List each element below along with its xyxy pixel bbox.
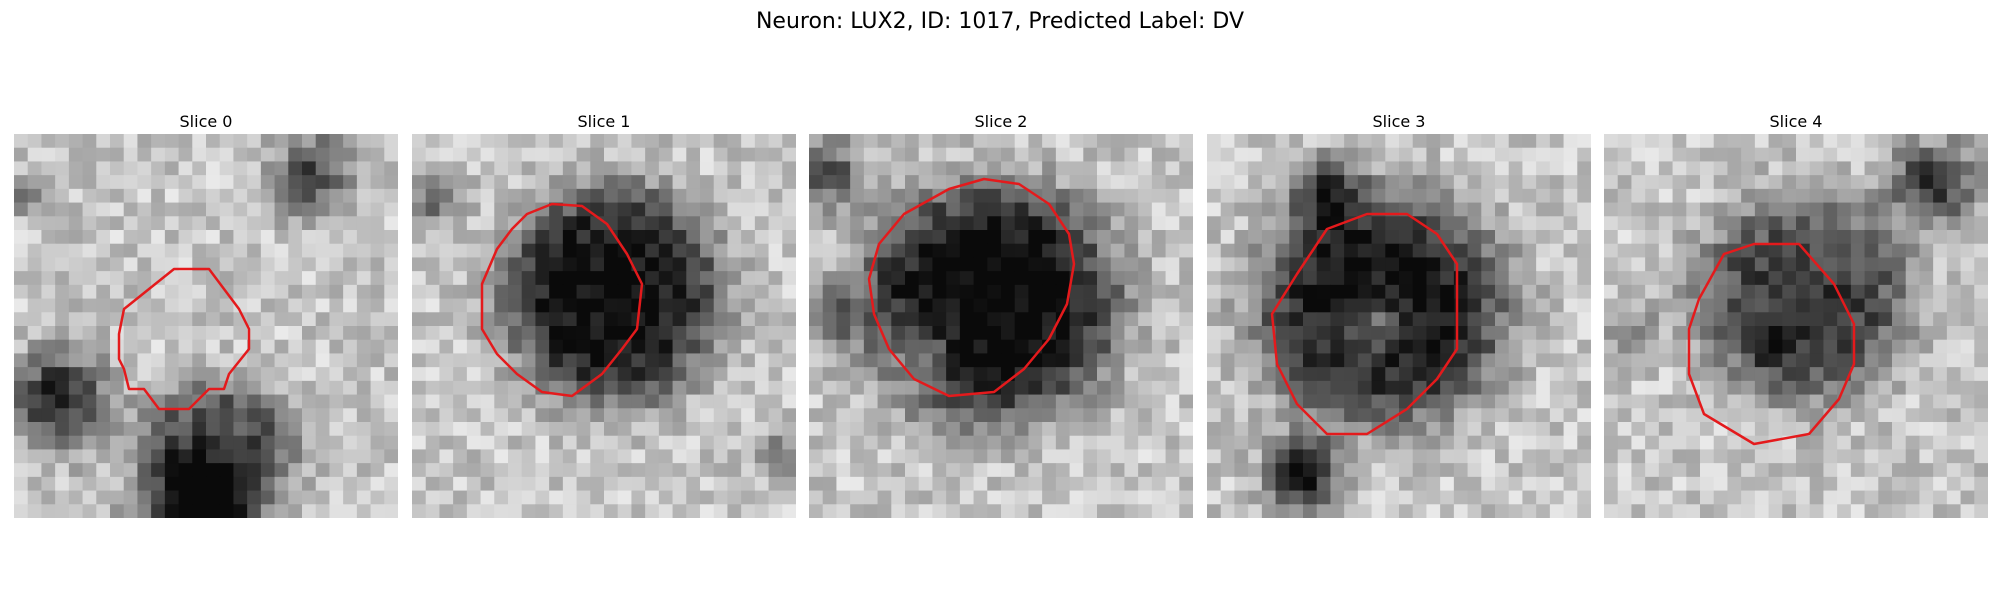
- figure-title: Neuron: LUX2, ID: 1017, Predicted Label:…: [755, 9, 1245, 34]
- slice-panel-3: Slice 3: [1207, 110, 1591, 518]
- slice-image-2: [809, 134, 1193, 518]
- slice-image-1: [412, 134, 796, 518]
- slice-panel-0: Slice 0: [14, 110, 398, 518]
- slice-image-3: [1207, 134, 1591, 518]
- slice-panel-1: Slice 1: [412, 110, 796, 518]
- roi-contour-0: [117, 267, 251, 411]
- slice-image-4: [1604, 134, 1988, 518]
- slice-title-2: Slice 2: [974, 112, 1028, 131]
- slice-panel-4: Slice 4: [1604, 110, 1988, 518]
- roi-contour-2: [867, 177, 1076, 398]
- slice-title-4: Slice 4: [1769, 112, 1823, 131]
- slice-panel-2: Slice 2: [809, 110, 1193, 518]
- roi-contour-4: [1687, 242, 1856, 446]
- slice-title-1: Slice 1: [577, 112, 631, 131]
- roi-contour-1: [480, 202, 644, 398]
- slice-title-3: Slice 3: [1372, 112, 1426, 131]
- slice-image-0: [14, 134, 398, 518]
- slice-title-0: Slice 0: [179, 112, 233, 131]
- roi-contour-3: [1270, 212, 1459, 436]
